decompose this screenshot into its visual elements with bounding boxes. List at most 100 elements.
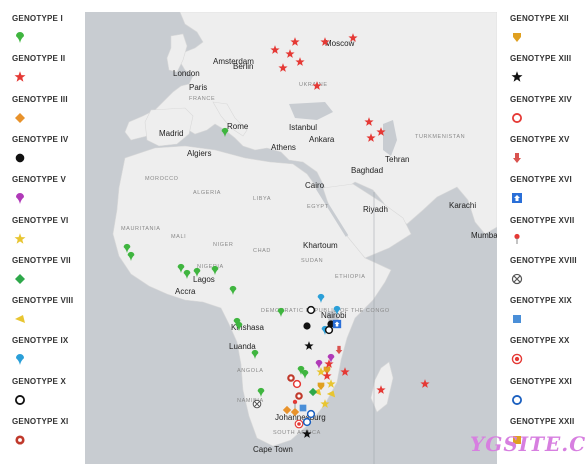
- marker-square-icon[interactable]: [299, 404, 307, 412]
- marker-star-icon[interactable]: [348, 33, 358, 42]
- place-label-baghdad: Baghdad: [351, 166, 383, 175]
- place-label-athens: Athens: [271, 143, 296, 152]
- place-label-johannesburg: Johannesburg: [275, 413, 326, 422]
- marker-pin-icon[interactable]: [333, 305, 341, 315]
- marker-star-icon[interactable]: [366, 133, 376, 142]
- marker-star-icon[interactable]: [270, 45, 280, 54]
- map-panel[interactable]: FRANCE UKRAINE TURKMENISTAN MOROCCO ALGERIA L…: [85, 12, 497, 464]
- legend-label: GENOTYPE VI: [12, 215, 69, 225]
- marker-pin-icon[interactable]: [297, 365, 305, 375]
- marker-pin-icon[interactable]: [233, 317, 241, 327]
- country-label-mauritania: MAURITANIA: [121, 226, 161, 232]
- legend-item: GENOTYPE IV: [0, 135, 82, 175]
- legend-label: GENOTYPE XIV: [510, 94, 572, 104]
- marker-diamond-icon[interactable]: [308, 387, 318, 397]
- marker-shield-icon[interactable]: [323, 366, 331, 375]
- marker-pin-icon[interactable]: [127, 251, 135, 261]
- marker-arrow-down-icon[interactable]: [335, 345, 343, 355]
- place-label-madrid: Madrid: [159, 129, 183, 138]
- place-label-moscow: Moscow: [325, 39, 355, 48]
- marker-pin-icon[interactable]: [211, 265, 219, 275]
- marker-pin-icon[interactable]: [327, 353, 335, 363]
- place-label-tehran: Tehran: [385, 155, 409, 164]
- marker-star-icon[interactable]: [420, 379, 430, 388]
- marker-dot-icon[interactable]: [327, 320, 335, 328]
- marker-star-icon[interactable]: [316, 367, 326, 376]
- marker-pin-icon[interactable]: [301, 369, 309, 379]
- marker-pin-icon[interactable]: [183, 269, 191, 279]
- marker-pin-ring-icon[interactable]: [295, 392, 303, 400]
- marker-star-icon[interactable]: [285, 49, 295, 58]
- map-canvas[interactable]: FRANCE UKRAINE TURKMENISTAN MOROCCO ALGERIA L…: [85, 12, 497, 464]
- legend-label: GENOTYPE XXI: [510, 376, 572, 386]
- arrow-down-icon: [511, 151, 525, 165]
- marker-star-icon[interactable]: [312, 81, 322, 90]
- marker-diamond-icon[interactable]: [282, 405, 292, 415]
- marker-pin-icon[interactable]: [221, 127, 229, 137]
- marker-star-icon[interactable]: [326, 379, 336, 388]
- place-label-capetown: Cape Town: [253, 445, 293, 454]
- legend-label: GENOTYPE III: [12, 94, 68, 104]
- marker-ring-icon[interactable]: [302, 417, 312, 427]
- marker-ring-icon[interactable]: [306, 305, 316, 315]
- marker-star-icon[interactable]: [304, 341, 314, 350]
- marker-needle-icon[interactable]: [292, 399, 298, 409]
- marker-shield-icon[interactable]: [317, 382, 325, 391]
- legend-label: GENOTYPE XX: [510, 336, 570, 346]
- country-label-drc: DEMOCRATIC REPUBLIC OF THE CONGO: [261, 308, 390, 314]
- marker-arrow-icon[interactable]: [326, 390, 336, 398]
- marker-pin-ring-icon[interactable]: [287, 374, 295, 382]
- legend-item: GENOTYPE XVII: [502, 216, 585, 256]
- marker-star-icon[interactable]: [320, 37, 330, 46]
- marker-pin-icon[interactable]: [177, 263, 185, 273]
- marker-pin-icon[interactable]: [277, 307, 285, 317]
- marker-dot-icon[interactable]: [303, 322, 311, 330]
- marker-ring-fill-icon[interactable]: [294, 419, 304, 429]
- marker-pin-icon[interactable]: [229, 285, 237, 295]
- marker-star-icon[interactable]: [295, 57, 305, 66]
- legend-item: GENOTYPE XIII: [502, 54, 585, 94]
- country-label-algeria: ALGERIA: [193, 190, 221, 196]
- marker-diamond-icon[interactable]: [290, 407, 300, 417]
- marker-star-icon[interactable]: [376, 127, 386, 136]
- marker-cross-ring-icon[interactable]: [252, 399, 262, 409]
- pin-icon: [14, 30, 28, 44]
- place-label-nairobi: Nairobi: [321, 311, 347, 320]
- marker-star-icon[interactable]: [364, 117, 374, 126]
- legend-label: GENOTYPE XVIII: [510, 255, 577, 265]
- marker-pin-icon[interactable]: [235, 321, 243, 331]
- marker-pin-icon[interactable]: [251, 349, 259, 359]
- marker-star-icon[interactable]: [376, 385, 386, 394]
- marker-star-icon[interactable]: [340, 367, 350, 376]
- marker-star-icon[interactable]: [320, 399, 330, 408]
- marker-pin-icon[interactable]: [193, 267, 201, 277]
- ring-icon: [511, 393, 525, 407]
- marker-ring-icon[interactable]: [306, 409, 316, 419]
- country-label-niger: NIGER: [213, 242, 233, 248]
- marker-ring-icon[interactable]: [292, 379, 302, 389]
- legend-item: GENOTYPE XII: [502, 14, 585, 54]
- marker-pin-icon[interactable]: [315, 359, 323, 369]
- legend-item: GENOTYPE VI: [0, 216, 82, 256]
- marker-star-icon[interactable]: [322, 371, 332, 380]
- black-sea: [289, 102, 333, 120]
- needle-icon: [511, 232, 525, 246]
- country-label-mali: MALI: [171, 234, 186, 240]
- marker-arrow-box-icon[interactable]: [332, 319, 342, 329]
- marker-ring-icon[interactable]: [324, 325, 334, 335]
- marker-star-icon[interactable]: [324, 359, 334, 368]
- marker-pin-icon[interactable]: [257, 387, 265, 397]
- country-label-libya: LIBYA: [253, 196, 271, 202]
- marker-pin-icon[interactable]: [317, 293, 325, 303]
- legend-label: GENOTYPE IV: [12, 134, 69, 144]
- marker-star-icon[interactable]: [302, 429, 312, 438]
- shield-icon: [511, 30, 525, 44]
- marker-star-icon[interactable]: [278, 63, 288, 72]
- pin-icon: [14, 191, 28, 205]
- star-icon: [511, 70, 525, 84]
- legend-item: GENOTYPE XXII: [502, 417, 585, 457]
- legend-label: GENOTYPE I: [12, 14, 63, 23]
- marker-star-icon[interactable]: [290, 37, 300, 46]
- marker-pin-icon[interactable]: [123, 243, 131, 253]
- place-label-istanbul: Istanbul: [289, 123, 317, 132]
